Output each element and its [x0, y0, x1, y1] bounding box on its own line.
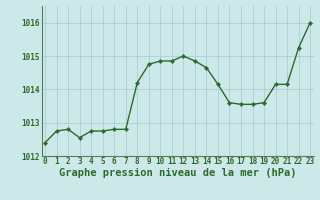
X-axis label: Graphe pression niveau de la mer (hPa): Graphe pression niveau de la mer (hPa) — [59, 168, 296, 178]
